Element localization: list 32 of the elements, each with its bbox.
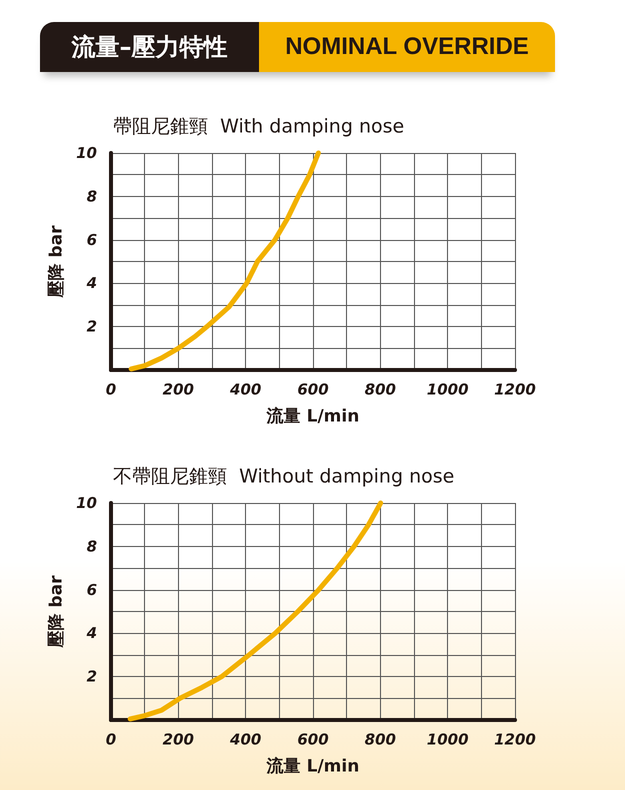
x-tick-label: 800 — [364, 730, 396, 748]
x-tick-label: 200 — [162, 380, 194, 398]
chart-title: 不帶阻尼錐頸 Without damping nose — [113, 466, 454, 488]
x-axis-title: 流量 L/min — [266, 756, 360, 776]
x-tick-label: 400 — [229, 730, 262, 748]
x-tick-label: 0 — [106, 730, 116, 748]
x-tick-label: 1200 — [494, 380, 536, 398]
x-tick-label: 400 — [229, 380, 262, 398]
y-tick-label: 2 — [86, 318, 97, 336]
x-tick-label: 0 — [106, 380, 116, 398]
y-tick-label: 6 — [86, 580, 97, 599]
y-tick-label: 10 — [76, 144, 97, 162]
text: NOMINAL OVERRIDE — [259, 22, 555, 72]
x-tick-label: 800 — [364, 380, 396, 398]
x-axis-title: 流量 L/min — [266, 406, 360, 426]
y-axis-title: 壓降 bar — [46, 224, 67, 298]
y-tick-label: 8 — [86, 537, 97, 556]
y-tick-label: 2 — [86, 668, 97, 686]
x-tick-label: 200 — [162, 730, 194, 748]
x-tick-label: 600 — [297, 380, 329, 398]
x-tick-label: 1000 — [426, 730, 469, 748]
y-tick-label: 4 — [86, 624, 97, 642]
y-tick-label: 4 — [86, 274, 97, 292]
x-tick-label: 1000 — [426, 380, 469, 398]
y-tick-label: 8 — [86, 187, 97, 206]
x-tick-label: 600 — [297, 730, 329, 748]
y-tick-label: 10 — [76, 494, 97, 512]
text: 流量–壓力特性 — [40, 22, 259, 72]
y-tick-label: 6 — [86, 230, 97, 249]
chart-title: 帶阻尼錐頸 With damping nose — [113, 116, 404, 138]
y-axis-title: 壓降 bar — [46, 574, 67, 648]
x-tick-label: 1200 — [494, 730, 536, 748]
